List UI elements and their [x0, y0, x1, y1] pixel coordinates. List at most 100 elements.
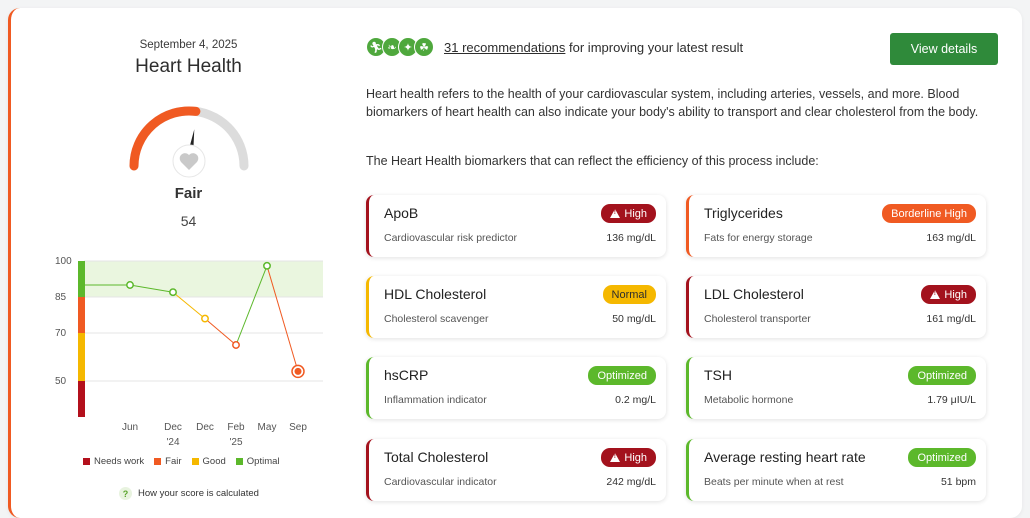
trend-segment: [129, 284, 174, 293]
trend-point: [201, 314, 209, 323]
biomarker-name: HDL Cholesterol: [384, 286, 487, 302]
view-details-button[interactable]: View details: [890, 33, 998, 65]
warning-icon: [610, 209, 621, 218]
recommendations-suffix: for improving your latest result: [565, 39, 744, 55]
heart-icon: [179, 153, 199, 170]
current-score-marker: [294, 367, 302, 375]
biomarker-value: 0.2 mg/L: [615, 394, 656, 406]
biomarker-name: hsCRP: [384, 367, 429, 383]
legend-label: Fair: [165, 456, 182, 467]
scale-segment: [78, 297, 85, 333]
biomarker-description: Cholesterol transporter: [704, 313, 811, 325]
trend-point: [126, 281, 134, 289]
score-panel: September 4, 2025 Heart Health Fair 54 1…: [11, 8, 351, 510]
biomarker-name: LDL Cholesterol: [704, 286, 804, 302]
biomarker-value: 136 mg/dL: [606, 232, 656, 244]
biomarker-value: 242 mg/dL: [606, 476, 656, 488]
legend-swatch: [235, 458, 243, 465]
status-badge-label: Normal: [611, 288, 647, 301]
biomarker-card[interactable]: Total Cholesterol High Cardiovascular indi…: [366, 439, 666, 501]
x-tick-label: Feb: [227, 422, 245, 433]
biomarker-name: Triglycerides: [704, 205, 783, 221]
status-badge-label: High: [624, 451, 647, 464]
status-badge: High: [601, 204, 656, 223]
status-badge: Optimized: [908, 448, 976, 467]
biomarker-card[interactable]: Triglycerides Borderline High Fats for ene…: [686, 195, 986, 257]
biomarker-description: Metabolic hormone: [704, 394, 794, 406]
legend-swatch: [83, 458, 90, 465]
x-tick-label: Dec: [196, 422, 214, 433]
trend-segment: [235, 265, 268, 346]
biomarker-description: Fats for energy storage: [704, 232, 813, 244]
status-badge-label: Optimized: [917, 451, 967, 464]
warning-icon: [930, 290, 941, 299]
biomarker-name: Total Cholesterol: [384, 449, 489, 465]
biomarker-value: 51 bpm: [940, 476, 976, 488]
status-badge-label: High: [944, 288, 967, 301]
trend-point: [263, 261, 271, 270]
recommendations-link[interactable]: 31 recommendations: [444, 39, 566, 55]
biomarker-card[interactable]: hsCRP Optimized Inflammation indicator 0.2 …: [366, 357, 666, 419]
biomarker-card[interactable]: LDL Cholesterol High Cholesterol transport…: [686, 276, 986, 338]
y-tick-label: 100: [55, 256, 72, 267]
status-badge: High: [921, 285, 976, 304]
scale-segment: [78, 261, 85, 297]
optimal-band: [84, 261, 323, 297]
trend-segment: [172, 291, 206, 319]
scale-segment: [78, 381, 85, 417]
lifestyle-icon: ☘: [414, 37, 434, 57]
biomarker-card[interactable]: Average resting heart rate Optimized Beats…: [686, 439, 986, 501]
category-title: Heart Health: [135, 56, 242, 77]
biomarker-description: Beats per minute when at rest: [704, 476, 844, 488]
status-badge: Optimized: [908, 366, 976, 385]
how-score-calculated-link[interactable]: ? How your score is calculated: [119, 487, 259, 500]
y-tick-label: 50: [55, 376, 67, 387]
status-badge: Optimized: [588, 366, 656, 385]
x-tick-label: Jun: [122, 422, 138, 433]
score-trend-chart: 100 85 70 50 Jun Dec '24 Dec Feb '25 May Sep: [55, 256, 323, 448]
trend-point: [232, 341, 240, 349]
status-badge: High: [601, 448, 656, 467]
recommendations-row: 🏃︎ ❧ ✦ ☘ 31 recommendations for improvin…: [366, 37, 743, 57]
legend-label: Good: [202, 456, 226, 467]
help-icon: ?: [119, 487, 132, 500]
status-badge: Normal: [602, 285, 656, 304]
x-tick-year: '25: [229, 437, 242, 448]
biomarker-card[interactable]: TSH Optimized Metabolic hormone 1.79 μIU/L: [686, 357, 986, 419]
biomarker-description: Cardiovascular risk predictor: [384, 232, 518, 244]
legend-swatch: [191, 458, 199, 465]
recommendation-icons: 🏃︎ ❧ ✦ ☘: [366, 37, 434, 57]
biomarker-name: ApoB: [384, 205, 419, 221]
status-badge-label: Optimized: [597, 369, 647, 382]
legend-item: Good: [191, 456, 226, 467]
scale-segment: [78, 333, 85, 381]
biomarker-card[interactable]: HDL Cholesterol Normal Cholesterol scaveng…: [366, 276, 666, 338]
legend-swatch: [154, 458, 162, 465]
legend-label: Optimal: [246, 456, 280, 467]
biomarker-name: TSH: [704, 367, 732, 383]
trend-point: [169, 288, 177, 297]
gauge-fill: [129, 106, 201, 171]
trend-legend: Needs work Fair Good Optimal: [83, 456, 280, 467]
biomarker-value: 163 mg/dL: [926, 232, 976, 244]
status-badge-label: High: [624, 207, 647, 220]
score-gauge: [129, 106, 249, 178]
biomarker-card[interactable]: ApoB High Cardiovascular risk predictor 136…: [366, 195, 666, 257]
score-rating: Fair: [174, 185, 203, 202]
biomarker-description: Inflammation indicator: [384, 394, 487, 406]
legend-item: Fair: [154, 456, 182, 467]
x-tick-label: Dec: [164, 422, 182, 433]
biomarker-description: Cholesterol scavenger: [384, 313, 489, 325]
heart-health-card: September 4, 2025 Heart Health Fair 54 1…: [8, 8, 1022, 518]
legend-item: Optimal: [235, 456, 280, 467]
x-tick-year: '24: [166, 437, 179, 448]
recommendations-text: 31 recommendations for improving your la…: [444, 40, 743, 55]
trend-segment: [204, 318, 237, 346]
result-date: September 4, 2025: [139, 39, 238, 51]
trend-segment: [266, 265, 299, 372]
status-badge: Borderline High: [882, 204, 976, 223]
biomarkers-intro: The Heart Health biomarkers that can ref…: [366, 154, 819, 168]
biomarker-value: 1.79 μIU/L: [927, 394, 976, 406]
y-tick-label: 70: [55, 328, 67, 339]
